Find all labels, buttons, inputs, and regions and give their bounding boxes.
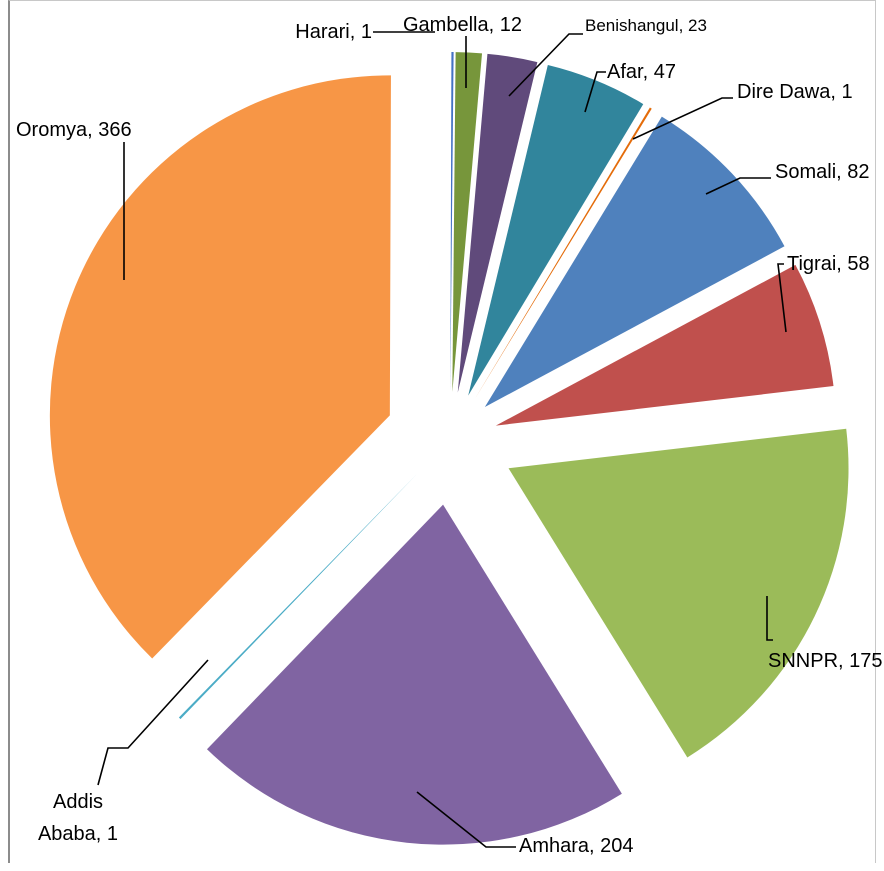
leader-line-dire-dawa [632,97,733,140]
data-label-amhara: Amhara, 204 [519,835,634,857]
pie-slice-benishangul [457,53,538,393]
data-label-dire-dawa: Dire Dawa, 1 [737,81,853,103]
leader-line-addis-ababa [97,659,209,786]
leader-line-somali [705,177,771,195]
data-label-afar: Afar, 47 [607,61,676,83]
pie-slice-amhara [206,504,622,845]
leader-line-tigrai [777,263,787,333]
leader-line-amhara [416,791,516,848]
data-label-addis-ababa: Addis Ababa, 1 [38,791,118,845]
leader-lines [97,31,787,848]
pie-slice-gambella [452,52,483,393]
pie-slice-dire-dawa [474,107,652,399]
data-label-snnpr: SNNPR, 175 [768,650,883,672]
pie-slice-snnpr [508,428,849,758]
pie-slice-addis-ababa [178,474,417,720]
data-label-tigrai: Tigrai, 58 [787,253,870,275]
data-label-benishangul: Benishangul, 23 [585,16,707,35]
pie-slice-harari [450,52,454,393]
pie-slice-somali [484,116,785,408]
data-label-oromya: Oromya, 366 [16,119,132,141]
chart-frame [8,0,876,863]
leader-line-benishangul [508,33,583,97]
leader-line-afar [584,71,606,113]
data-labels: Harari, 1 Gambella, 12 Benishangul, 23 Afar… [16,14,883,857]
pie-slice-oromya [49,75,391,659]
pie-slice-tigrai [495,264,834,426]
data-label-gambella: Gambella, 12 [403,14,522,36]
leader-line-snnpr [766,596,773,641]
data-label-harari: Harari, 1 [295,21,372,43]
pie-slices [49,52,849,845]
pie-slice-afar [468,65,644,396]
data-label-somali: Somali, 82 [775,161,870,183]
